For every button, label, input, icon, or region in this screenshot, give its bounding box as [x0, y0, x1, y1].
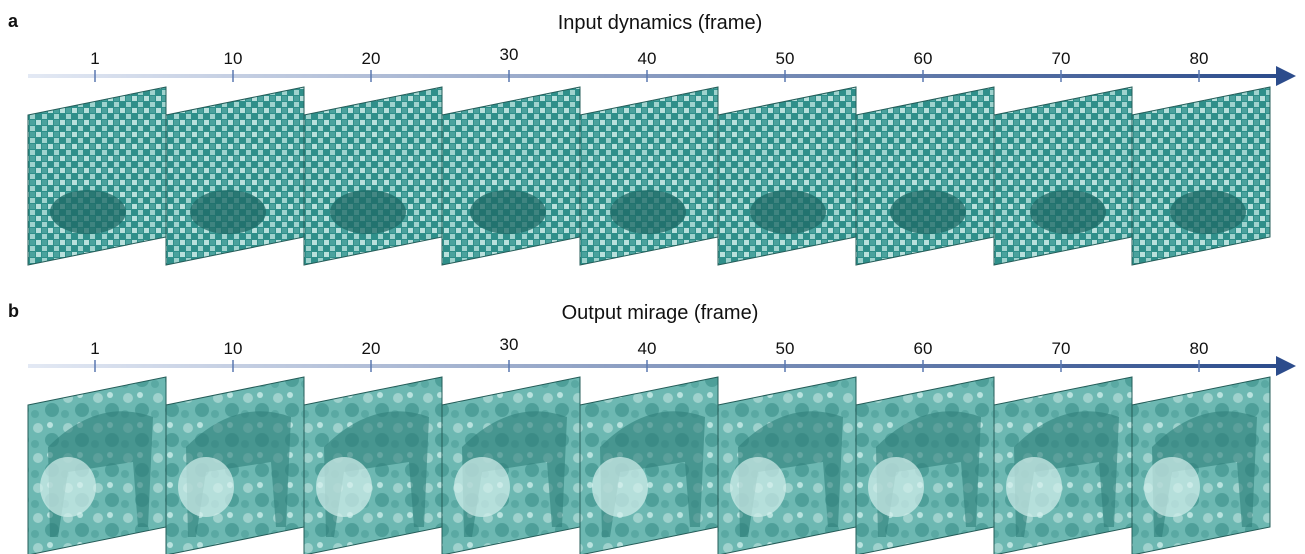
frame-highlight [178, 457, 234, 517]
tick-label: 50 [776, 339, 795, 358]
tick-label: 40 [638, 49, 657, 68]
frame-highlight [1006, 457, 1062, 517]
tick-label: 70 [1052, 49, 1071, 68]
frame-image [1132, 87, 1270, 265]
frame-highlight [1144, 457, 1200, 517]
frame-highlight [40, 457, 96, 517]
frame-subject [470, 190, 546, 234]
tick-label: 1 [90, 339, 99, 358]
frame-subject [50, 190, 126, 234]
tick-label: 10 [224, 339, 243, 358]
frame-image [994, 87, 1132, 265]
frame-highlight [868, 457, 924, 517]
frame-subject [330, 190, 406, 234]
frame-image [718, 87, 856, 265]
arrow-head [1276, 66, 1296, 86]
tick-label: 70 [1052, 339, 1071, 358]
frame-subject [610, 190, 686, 234]
panel-label: b [8, 301, 19, 321]
frame-image [580, 87, 718, 265]
frame-highlight [592, 457, 648, 517]
tick-label: 1 [90, 49, 99, 68]
frame-subject [890, 190, 966, 234]
frame-subject [750, 190, 826, 234]
panel-title: Input dynamics (frame) [558, 12, 763, 34]
tick-label: 80 [1190, 339, 1209, 358]
tick-label: 20 [362, 49, 381, 68]
tick-label: 20 [362, 339, 381, 358]
tick-label: 30 [500, 335, 519, 354]
frame-image [304, 87, 442, 265]
tick-label: 40 [638, 339, 657, 358]
tick-label: 30 [500, 45, 519, 64]
frame-image [28, 87, 166, 265]
timeline-arrow [28, 364, 1278, 368]
frame-subject [1170, 190, 1246, 234]
tick-label: 60 [914, 339, 933, 358]
frame-subject [190, 190, 266, 234]
tick-label: 10 [224, 49, 243, 68]
frame-highlight [454, 457, 510, 517]
tick-label: 50 [776, 49, 795, 68]
arrow-head [1276, 356, 1296, 376]
frame-image [442, 87, 580, 265]
panel-title: Output mirage (frame) [562, 302, 759, 324]
panel-label: a [8, 11, 19, 31]
frame-highlight [316, 457, 372, 517]
tick-label: 80 [1190, 49, 1209, 68]
frame-image [166, 87, 304, 265]
figure: a Input dynamics (frame) 1 10 20 30 40 50 60 70 80… [0, 0, 1305, 554]
frame-subject [1030, 190, 1106, 234]
tick-label: 60 [914, 49, 933, 68]
frame-highlight [730, 457, 786, 517]
frame-image [856, 87, 994, 265]
timeline-arrow [28, 74, 1278, 78]
